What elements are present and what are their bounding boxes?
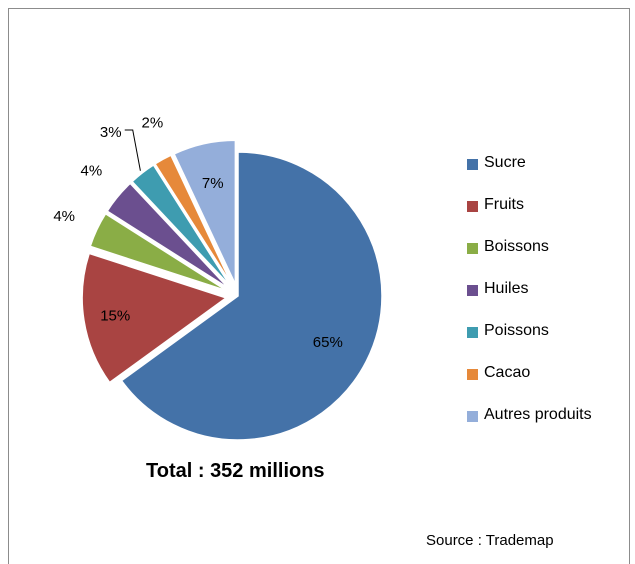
data-label-boissons: 4% bbox=[53, 208, 75, 225]
pie-slice-poissons bbox=[131, 163, 232, 288]
data-label-poissons: 3% bbox=[100, 124, 122, 141]
legend-label-poissons: Poissons bbox=[484, 322, 549, 339]
legend-swatch-huiles bbox=[467, 285, 478, 296]
data-label-huiles: 4% bbox=[81, 162, 103, 179]
pie-slice-sucre bbox=[120, 151, 383, 441]
legend-swatch-poissons bbox=[467, 327, 478, 338]
legend-label-cacao: Cacao bbox=[484, 364, 531, 381]
data-label-cacao: 2% bbox=[142, 115, 164, 132]
legend-label-fruits: Fruits bbox=[484, 196, 524, 213]
source-label: Source : Trademap bbox=[426, 532, 554, 549]
legend-swatch-fruits bbox=[467, 201, 478, 212]
legend-label-autres-produits: Autres produits bbox=[484, 406, 592, 423]
legend-swatch-boissons bbox=[467, 243, 478, 254]
pie-slice-autres-produits bbox=[173, 139, 237, 285]
legend-swatch-sucre bbox=[467, 159, 478, 170]
data-label-autres-produits: 7% bbox=[202, 175, 224, 192]
legend-label-boissons: Boissons bbox=[484, 238, 549, 255]
pie-slice-fruits bbox=[81, 252, 228, 384]
data-label-sucre: 65% bbox=[313, 334, 343, 351]
legend-swatch-autres-produits bbox=[467, 411, 478, 422]
data-label-fruits: 15% bbox=[100, 307, 130, 324]
pie-slice-huiles bbox=[106, 182, 230, 289]
legend-swatch-cacao bbox=[467, 369, 478, 380]
leader-line-poissons bbox=[124, 129, 141, 171]
legend-label-huiles: Huiles bbox=[484, 280, 529, 297]
legend-label-sucre: Sucre bbox=[484, 154, 526, 171]
pie-slice-boissons bbox=[89, 212, 228, 292]
total-label: Total : 352 millions bbox=[146, 460, 325, 482]
pie-slice-cacao bbox=[154, 154, 233, 286]
